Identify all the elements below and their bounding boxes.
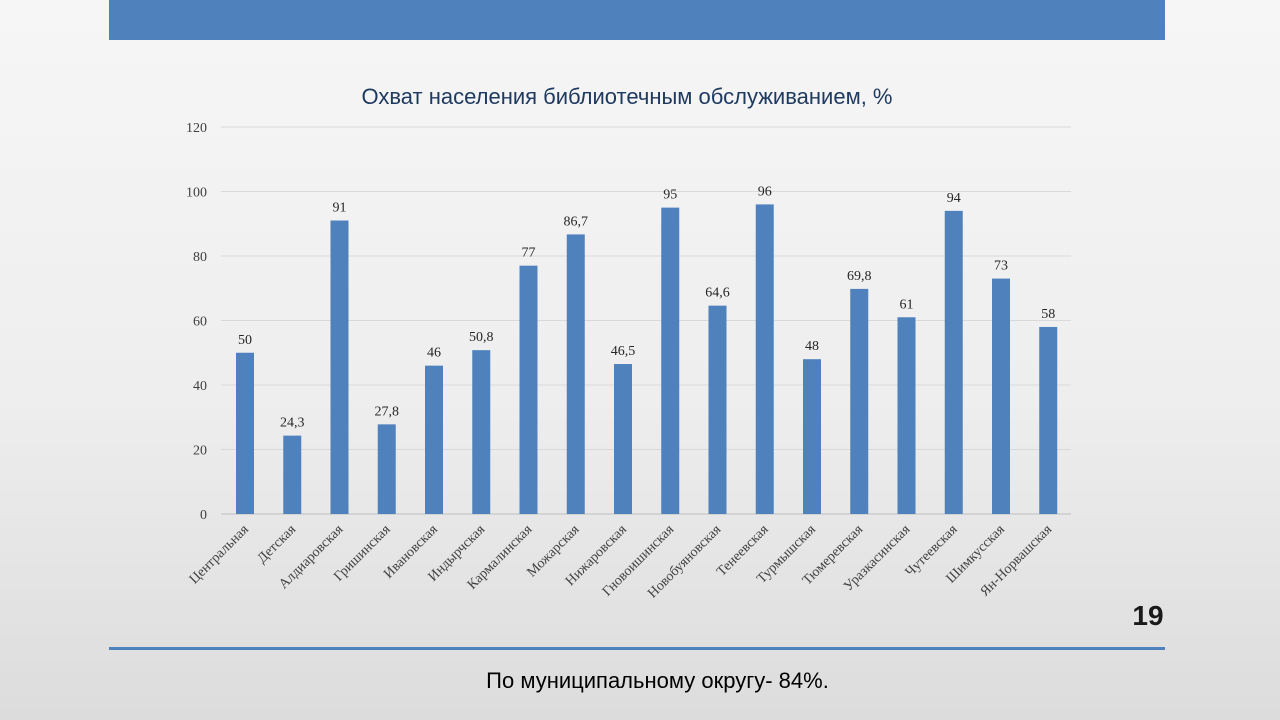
data-label: 86,7 [564, 214, 589, 229]
data-label: 94 [947, 191, 961, 206]
x-tick-label: Центральная [187, 522, 252, 587]
footer-divider [109, 647, 1165, 650]
bar [803, 359, 821, 514]
data-label: 50,8 [469, 330, 494, 345]
data-label: 64,6 [705, 286, 730, 301]
bar [755, 204, 774, 514]
data-label: 50 [238, 333, 252, 348]
data-labels: 50 24,3 91 27,8 46 50,8 77 86,7 46,5 95 64,6 96 48 69… [238, 184, 1055, 430]
bar [944, 210, 963, 514]
y-tick-label: 80 [193, 250, 207, 265]
bar [283, 435, 302, 514]
header-bar [109, 0, 1165, 40]
data-label: 48 [805, 339, 819, 354]
bar [472, 350, 491, 514]
bar [708, 305, 727, 514]
bar [850, 288, 869, 514]
data-label: 61 [900, 297, 914, 312]
chart-title: Охват населения библиотечным обслуживани… [362, 84, 893, 109]
bar [425, 365, 443, 514]
data-label: 73 [994, 259, 1008, 274]
data-label: 24,3 [280, 416, 305, 431]
grid-lines [221, 126, 1071, 515]
data-label: 58 [1041, 307, 1055, 322]
x-tick-label: Детская [255, 522, 300, 567]
data-label: 91 [333, 201, 347, 216]
footer-summary: По муниципальному округу- 84%. [486, 668, 829, 693]
bar [236, 352, 254, 514]
y-tick-label: 60 [193, 315, 207, 330]
data-label: 46,5 [611, 344, 636, 359]
bar [377, 424, 396, 514]
y-tick-label: 120 [186, 121, 207, 136]
slide-number: 19 [1132, 600, 1164, 631]
data-label: 95 [663, 188, 677, 203]
bar [897, 317, 916, 514]
bars [236, 204, 1058, 514]
y-tick-label: 40 [193, 379, 207, 394]
y-tick-label: 100 [186, 186, 207, 201]
bar [519, 265, 538, 514]
y-tick-label: 0 [200, 508, 207, 523]
y-axis-ticks: 0 20 40 60 80 100 120 [186, 121, 207, 523]
data-label: 27,8 [375, 404, 400, 419]
x-axis-ticks: Центральная ДетскаяАлдиаровскаяГришинская… [187, 522, 1056, 601]
bar [614, 364, 632, 514]
bar [330, 220, 349, 514]
data-label: 96 [758, 184, 772, 199]
bar [1039, 326, 1058, 514]
bar [566, 234, 585, 514]
bar [992, 278, 1010, 514]
y-tick-label: 20 [193, 444, 207, 459]
data-label: 46 [427, 346, 441, 361]
bar [661, 207, 680, 514]
data-label: 69,8 [847, 269, 872, 284]
data-label: 77 [522, 246, 536, 261]
